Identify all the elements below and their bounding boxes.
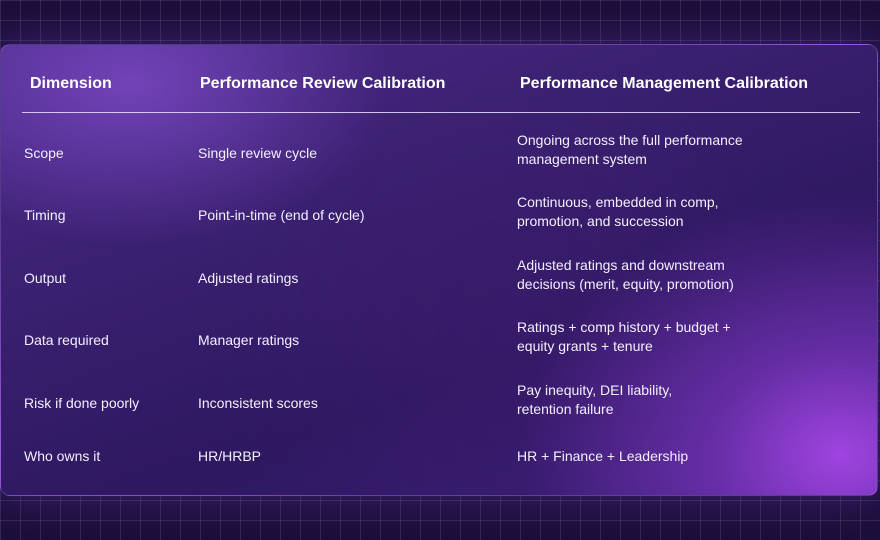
cell-management-line: retention failure (517, 401, 614, 417)
cell-management: Pay inequity, DEI liability, retention f… (517, 381, 807, 419)
cell-dimension: Scope (24, 145, 64, 161)
cell-dimension: Risk if done poorly (24, 395, 140, 411)
table-row: Scope Single review cycle Ongoing across… (1, 123, 877, 181)
table-row: Risk if done poorly Inconsistent scores … (1, 373, 877, 431)
comparison-table-card: Dimension Performance Review Calibration… (0, 44, 878, 496)
table-row: Who owns it HR/HRBP HR + Finance + Leade… (1, 426, 877, 484)
header-management-calibration: Performance Management Calibration (520, 75, 809, 92)
cell-review: Adjusted ratings (198, 270, 299, 286)
cell-review: Point-in-time (end of cycle) (198, 207, 365, 223)
cell-dimension: Output (24, 270, 67, 286)
cell-management: Ongoing across the full performance mana… (517, 131, 807, 169)
header-review-calibration: Performance Review Calibration (200, 75, 446, 92)
cell-management-line: equity grants + tenure (517, 338, 653, 354)
cell-dimension: Timing (24, 207, 66, 223)
cell-management-line: management system (517, 151, 647, 167)
cell-review: Single review cycle (198, 145, 318, 161)
header-divider (22, 112, 860, 113)
cell-review: HR/HRBP (198, 448, 262, 464)
cell-management: Adjusted ratings and downstream decision… (517, 256, 807, 294)
cell-dimension: Data required (24, 332, 109, 348)
cell-management: Continuous, embedded in comp, promotion,… (517, 193, 807, 231)
cell-review: Inconsistent scores (198, 395, 318, 411)
cell-management-line: Continuous, embedded in comp, (517, 194, 719, 210)
cell-management-line: decisions (merit, equity, promotion) (517, 276, 734, 292)
cell-management: HR + Finance + Leadership (517, 448, 689, 464)
cell-management-line: Pay inequity, DEI liability, (517, 382, 673, 398)
cell-management-line: Ratings + comp history + budget + (517, 319, 731, 335)
cell-management-line: Adjusted ratings and downstream (517, 257, 725, 273)
cell-review: Manager ratings (198, 332, 300, 348)
table-row: Timing Point-in-time (end of cycle) Cont… (1, 185, 877, 243)
cell-management-line: Ongoing across the full performance (517, 132, 743, 148)
header-dimension: Dimension (30, 75, 112, 92)
table-header-row: Dimension Performance Review Calibration… (1, 45, 877, 113)
table-row: Output Adjusted ratings Adjusted ratings… (1, 248, 877, 306)
cell-management: Ratings + comp history + budget + equity… (517, 318, 807, 356)
cell-management-line: promotion, and succession (517, 213, 684, 229)
cell-dimension: Who owns it (24, 448, 101, 464)
table-row: Data required Manager ratings Ratings + … (1, 310, 877, 368)
